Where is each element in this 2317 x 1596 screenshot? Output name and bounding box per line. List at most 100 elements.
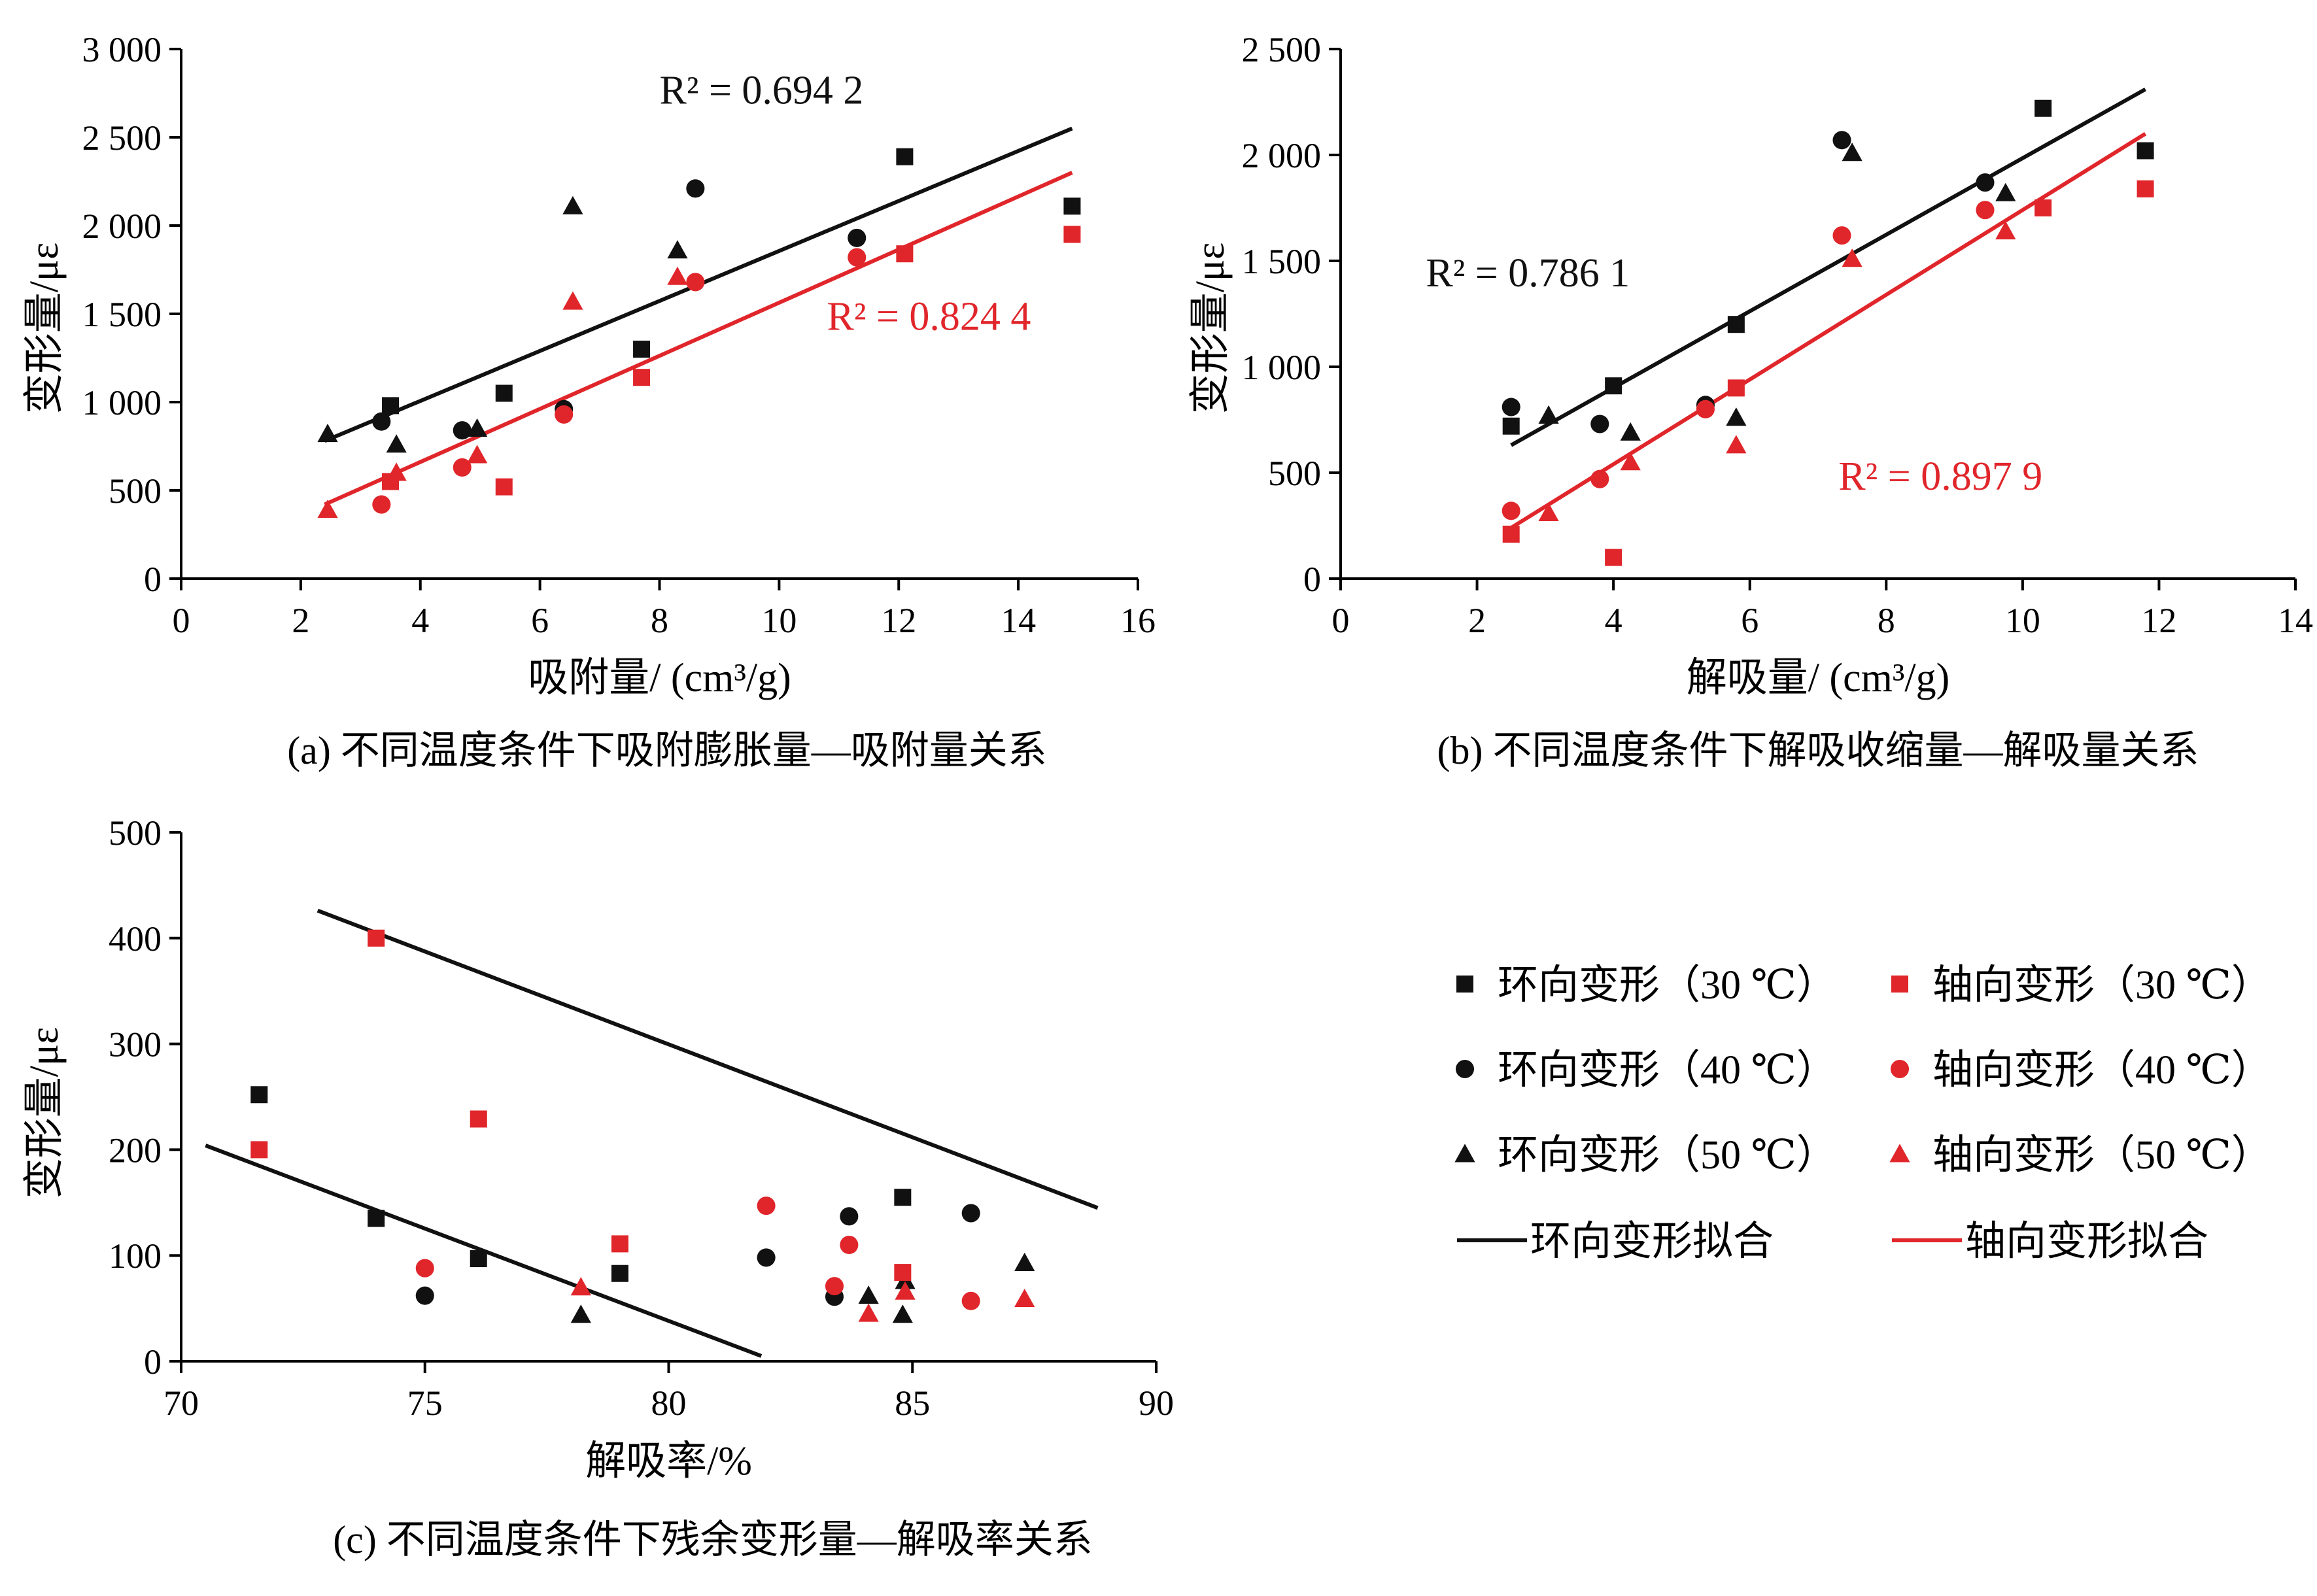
data-point bbox=[317, 424, 338, 443]
x-tick-label: 10 bbox=[761, 601, 797, 640]
data-point bbox=[495, 384, 513, 402]
x-axis-title: 解吸量/ (cm³/g) bbox=[1687, 656, 1950, 700]
data-point bbox=[453, 421, 472, 440]
data-point bbox=[686, 179, 705, 198]
y-tick-label: 1 500 bbox=[1242, 242, 1322, 281]
legend-label: 轴向变形（30 ℃） bbox=[1932, 963, 2272, 1008]
data-point bbox=[1976, 201, 1995, 220]
y-tick-label: 2 000 bbox=[1242, 136, 1322, 175]
r-squared-label: R² = 0.824 4 bbox=[827, 294, 1031, 339]
legend-marker bbox=[1890, 1059, 1910, 1079]
data-point bbox=[1620, 422, 1641, 441]
y-tick-label: 1 500 bbox=[82, 295, 162, 334]
y-tick-label: 500 bbox=[109, 813, 162, 853]
x-tick-label: 10 bbox=[2005, 601, 2040, 640]
legend-marker bbox=[1454, 1144, 1475, 1163]
data-point bbox=[611, 1235, 628, 1253]
x-tick-label: 75 bbox=[407, 1384, 443, 1423]
data-point bbox=[1727, 379, 1745, 397]
x-axis-title: 解吸率/% bbox=[585, 1439, 752, 1484]
data-point bbox=[2137, 180, 2154, 197]
x-tick-label: 0 bbox=[173, 601, 190, 640]
data-point bbox=[415, 1259, 434, 1278]
data-point bbox=[470, 1110, 487, 1128]
data-point bbox=[667, 240, 688, 259]
data-point bbox=[894, 1264, 912, 1282]
data-point bbox=[2034, 199, 2052, 216]
legend-marker bbox=[1889, 1144, 1910, 1163]
data-point bbox=[250, 1141, 268, 1159]
data-point bbox=[368, 1210, 385, 1227]
legend-label: 轴向变形（50 ℃） bbox=[1932, 1133, 2272, 1178]
data-point bbox=[467, 445, 488, 464]
data-point bbox=[1063, 226, 1081, 243]
x-tick-label: 6 bbox=[1741, 601, 1759, 640]
data-point bbox=[372, 412, 391, 431]
data-point bbox=[825, 1277, 844, 1296]
data-point bbox=[1063, 197, 1081, 215]
legend-label: 轴向变形（40 ℃） bbox=[1932, 1048, 2272, 1093]
data-point bbox=[686, 273, 705, 292]
x-axis-title: 吸附量/ (cm³/g) bbox=[528, 656, 791, 700]
y-axis-title: 变形量/με bbox=[22, 243, 67, 415]
legend-label: 环向变形（30 ℃） bbox=[1498, 963, 1837, 1008]
x-tick-label: 8 bbox=[1878, 601, 1895, 640]
y-tick-label: 500 bbox=[109, 471, 162, 511]
data-point bbox=[1538, 502, 1559, 522]
y-tick-label: 2 000 bbox=[82, 207, 162, 246]
data-point bbox=[368, 929, 385, 947]
data-point bbox=[386, 462, 407, 481]
data-point bbox=[892, 1304, 913, 1323]
x-tick-label: 80 bbox=[651, 1384, 687, 1423]
r-squared-label: R² = 0.786 1 bbox=[1426, 251, 1630, 296]
x-tick-label: 4 bbox=[1605, 601, 1622, 640]
data-point bbox=[562, 291, 583, 310]
legend-label: 环向变形（50 ℃） bbox=[1498, 1133, 1837, 1178]
x-tick-label: 14 bbox=[1001, 601, 1036, 640]
data-point bbox=[1696, 399, 1715, 418]
data-point bbox=[1502, 398, 1520, 416]
data-point bbox=[1014, 1252, 1035, 1272]
legend-marker bbox=[1891, 976, 1908, 993]
y-tick-label: 500 bbox=[1268, 454, 1321, 493]
x-tick-label: 0 bbox=[1332, 601, 1350, 640]
data-point bbox=[453, 458, 472, 477]
legend-label: 环向变形拟合 bbox=[1530, 1219, 1774, 1264]
data-point bbox=[1727, 316, 1745, 333]
data-point bbox=[1842, 143, 1862, 161]
x-tick-label: 2 bbox=[1468, 601, 1486, 640]
data-point bbox=[562, 195, 583, 214]
data-point bbox=[840, 1207, 859, 1226]
data-point bbox=[1976, 173, 1995, 192]
r-squared-label: R² = 0.694 2 bbox=[660, 69, 864, 113]
data-point bbox=[1538, 405, 1559, 424]
data-point bbox=[1590, 415, 1609, 433]
data-point bbox=[386, 434, 407, 453]
data-point bbox=[1842, 248, 1862, 267]
data-point bbox=[896, 148, 914, 165]
y-tick-label: 200 bbox=[109, 1130, 162, 1170]
data-point bbox=[848, 248, 867, 267]
data-point bbox=[570, 1304, 591, 1323]
chart-a: 0 2 4 6 8 10 12 14 16 0 500 1 000 1 500 2 000 2 500 3 0… bbox=[22, 30, 1156, 772]
data-point bbox=[415, 1286, 434, 1305]
x-tick-label: 12 bbox=[881, 601, 916, 640]
data-point bbox=[894, 1189, 912, 1206]
x-tick-label: 8 bbox=[651, 601, 668, 640]
y-tick-label: 2 500 bbox=[82, 118, 162, 158]
x-tick-label: 14 bbox=[2278, 601, 2313, 640]
data-point bbox=[757, 1197, 776, 1215]
data-point bbox=[1832, 226, 1851, 245]
y-tick-label: 400 bbox=[109, 919, 162, 959]
data-point bbox=[896, 245, 914, 263]
data-point bbox=[1995, 182, 2016, 201]
data-point bbox=[382, 397, 400, 415]
caption: (a) 不同温度条件下吸附膨胀量—吸附量关系 bbox=[287, 729, 1047, 772]
y-tick-label: 0 bbox=[1303, 560, 1321, 599]
y-tick-label: 2 500 bbox=[1242, 30, 1322, 69]
data-point bbox=[495, 478, 513, 496]
data-point bbox=[2034, 99, 2052, 117]
data-point bbox=[570, 1277, 591, 1296]
